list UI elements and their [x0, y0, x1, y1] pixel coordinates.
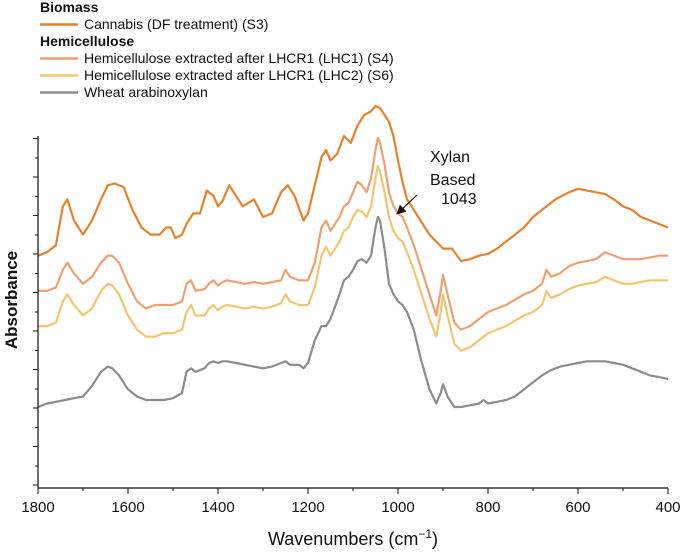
axes — [37, 136, 668, 489]
x-tick-label: 1000 — [381, 499, 414, 516]
legend-heading: Hemicellulose — [40, 33, 134, 49]
series-layer — [37, 105, 669, 409]
x-tick-label: 1600 — [111, 499, 144, 516]
series-line-3 — [38, 164, 668, 352]
legend-label: Cannabis (DF treatment) (S3) — [84, 16, 268, 32]
legend-label: Hemicellulose extracted after LHCR1 (LHC… — [84, 67, 394, 83]
annotation-line-1: Xylan — [430, 149, 470, 166]
x-tick-label: 1800 — [21, 499, 54, 516]
x-ticks: 1800 1600 1400 1200 1000 800 600 400 — [21, 488, 681, 516]
series-line-2 — [38, 136, 668, 331]
x-tick-label: 400 — [655, 499, 680, 516]
x-tick-label: 1400 — [201, 499, 234, 516]
legend-label: Wheat arabinoxylan — [84, 84, 208, 100]
annotation-line-2: Based — [430, 172, 475, 189]
y-axis-title: Absorbance — [2, 251, 21, 349]
x-tick-label: 800 — [475, 499, 500, 516]
annotation-arrow — [396, 194, 418, 215]
x-tick-label: 1200 — [291, 499, 324, 516]
annotation-line-3: 1043 — [441, 191, 477, 208]
x-axis-title: Wavenumbers (cm−1) — [268, 527, 438, 549]
series-line-4 — [37, 215, 669, 409]
x-tick-label: 600 — [565, 499, 590, 516]
y-ticks — [33, 138, 38, 486]
legend-label: Hemicellulose extracted after LHCR1 (LHC… — [84, 50, 394, 66]
series-line-1 — [37, 105, 669, 263]
xylan-annotation: Xylan Based 1043 — [396, 149, 477, 215]
legend-heading: Biomass — [40, 0, 99, 15]
